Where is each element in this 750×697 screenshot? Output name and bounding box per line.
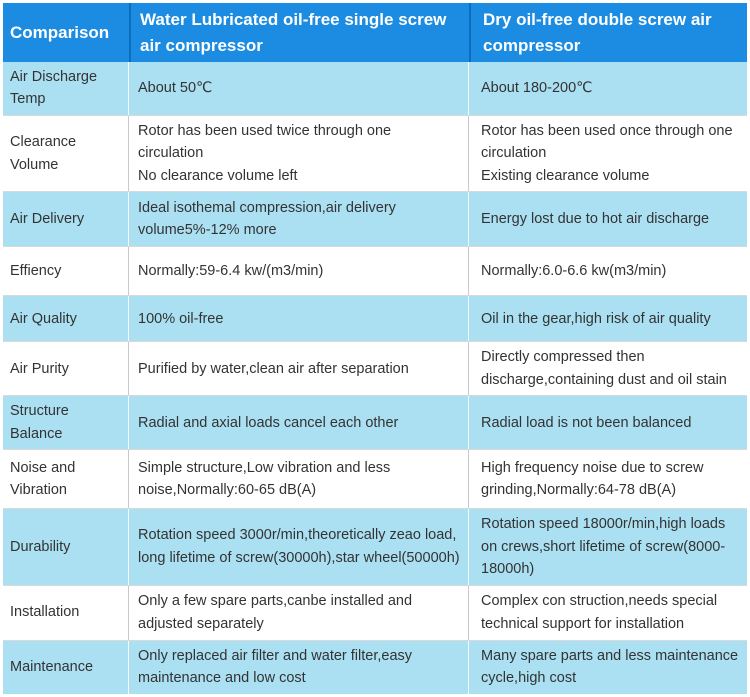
column-header-dry-oil-free: Dry oil-free double screw air compressor bbox=[469, 3, 747, 62]
table-row: Installation Only a few spare parts,canbe… bbox=[3, 584, 747, 641]
water-compressor-cell: Rotation speed 3000r/min,theoretically z… bbox=[129, 509, 469, 585]
table-row: Air Delivery Ideal isothemal compression,… bbox=[3, 192, 747, 247]
dry-compressor-cell: Normally:6.0-6.6 kw(m3/min) bbox=[469, 247, 747, 295]
cell-text: Normally:59-6.4 kw/(m3/min) bbox=[138, 263, 324, 280]
water-compressor-cell: Normally:59-6.4 kw/(m3/min) bbox=[129, 247, 469, 296]
cell-text: Rotor has been used twice through one ci… bbox=[138, 122, 392, 162]
feature-label: Clearance Volume bbox=[10, 134, 77, 173]
water-compressor-cell: Ideal isothemal compression,air delivery… bbox=[129, 192, 469, 247]
cell-text: About 180-200℃ bbox=[481, 80, 593, 97]
cell-text: High frequency noise due to screw grindi… bbox=[481, 459, 704, 499]
feature-label: Effiency bbox=[10, 263, 62, 280]
feature-label: Air Discharge Temp bbox=[10, 69, 98, 108]
column-header-water-lubricated: Water Lubricated oil-free single screw a… bbox=[129, 3, 469, 62]
dry-compressor-cell: Radial load is not been balanced bbox=[469, 396, 747, 449]
water-compressor-cell: Rotor has been used twice through one ci… bbox=[129, 115, 469, 192]
cell-text: Existing clearance volume bbox=[481, 167, 650, 184]
cell-text: Simple structure,Low vibration and less … bbox=[138, 459, 391, 499]
feature-cell: Structure Balance bbox=[3, 396, 129, 450]
table-row: Clearance Volume Rotor has been used twic… bbox=[3, 114, 747, 193]
cell-text: Rotation speed 18000r/min,high loads on … bbox=[481, 516, 726, 578]
table-row: Air Purity Purified by water,clean air af… bbox=[3, 341, 747, 397]
comparison-table: Comparison Water Lubricated oil-free sin… bbox=[3, 3, 747, 694]
dry-compressor-cell: Energy lost due to hot air discharge bbox=[469, 192, 747, 246]
feature-cell: Effiency bbox=[3, 247, 129, 296]
table-body: Air Discharge Temp About 50℃ About 180-200… bbox=[3, 62, 747, 694]
cell-text: Normally:6.0-6.6 kw(m3/min) bbox=[481, 263, 667, 280]
water-compressor-cell: Radial and axial loads cancel each other bbox=[129, 396, 469, 450]
dry-compressor-cell: Directly compressed then discharge,conta… bbox=[469, 342, 747, 395]
feature-cell: Air Discharge Temp bbox=[3, 62, 129, 115]
water-compressor-cell: Purified by water,clean air after separa… bbox=[129, 342, 469, 396]
cell-text: Only a few spare parts,canbe installed a… bbox=[138, 593, 413, 632]
dry-compressor-cell: About 180-200℃ bbox=[469, 62, 747, 115]
cell-text: 100% oil-free bbox=[138, 310, 224, 327]
table-row: Effiency Normally:59-6.4 kw/(m3/min) Norma… bbox=[3, 246, 747, 297]
feature-cell: Air Quality bbox=[3, 296, 129, 342]
cell-text: Directly compressed then discharge,conta… bbox=[481, 349, 727, 388]
cell-text: Oil in the gear,high risk of air quality bbox=[481, 310, 711, 327]
feature-label: Air Delivery bbox=[10, 211, 85, 228]
dry-compressor-cell: Oil in the gear,high risk of air quality bbox=[469, 296, 747, 341]
cell-text: Energy lost due to hot air discharge bbox=[481, 211, 710, 228]
feature-cell: Air Purity bbox=[3, 342, 129, 396]
cell-text: Rotor has been used once through one cir… bbox=[481, 122, 733, 162]
feature-label: Installation bbox=[10, 604, 80, 621]
feature-label: Maintenance bbox=[10, 658, 94, 675]
water-compressor-cell: 100% oil-free bbox=[129, 296, 469, 342]
cell-text: Only replaced air filter and water filte… bbox=[138, 647, 413, 687]
feature-cell: Durability bbox=[3, 509, 129, 585]
feature-cell: Installation bbox=[3, 585, 129, 640]
cell-text: No clearance volume left bbox=[138, 167, 298, 184]
cell-text: Radial and axial loads cancel each other bbox=[138, 414, 399, 431]
table-row: Maintenance Only replaced air filter and … bbox=[3, 640, 747, 694]
feature-cell: Noise and Vibration bbox=[3, 450, 129, 509]
cell-text: Ideal isothemal compression,air delivery… bbox=[138, 199, 396, 239]
cell-text: Radial load is not been balanced bbox=[481, 414, 692, 431]
dry-compressor-cell: Many spare parts and less maintenance cy… bbox=[469, 641, 747, 694]
feature-cell: Clearance Volume bbox=[3, 115, 129, 192]
feature-label: Durability bbox=[10, 538, 71, 555]
feature-cell: Air Delivery bbox=[3, 192, 129, 247]
water-compressor-cell: Only a few spare parts,canbe installed a… bbox=[129, 585, 469, 640]
water-compressor-cell: Simple structure,Low vibration and less … bbox=[129, 450, 469, 509]
dry-compressor-cell: Complex con struction,needs special tech… bbox=[469, 586, 747, 640]
cell-text: Purified by water,clean air after separa… bbox=[138, 360, 409, 377]
cell-text: About 50℃ bbox=[138, 80, 213, 97]
table-row: Air Discharge Temp About 50℃ About 180-200… bbox=[3, 62, 747, 115]
table-row: Durability Rotation speed 3000r/min,theor… bbox=[3, 509, 747, 585]
cell-text: Many spare parts and less maintenance cy… bbox=[481, 647, 739, 687]
column-header-comparison: Comparison bbox=[10, 22, 110, 42]
table-row: Structure Balance Radial and axial loads … bbox=[3, 396, 747, 450]
feature-label: Noise and Vibration bbox=[10, 459, 76, 499]
cell-text: Complex con struction,needs special tech… bbox=[481, 593, 718, 632]
table-header-row: Comparison Water Lubricated oil-free sin… bbox=[3, 3, 747, 62]
feature-label: Air Quality bbox=[10, 310, 77, 327]
feature-label: Structure Balance bbox=[10, 403, 69, 442]
dry-compressor-cell: Rotor has been used once through one cir… bbox=[469, 116, 747, 191]
cell-text: Rotation speed 3000r/min,theoretically z… bbox=[138, 527, 460, 566]
feature-label: Air Purity bbox=[10, 360, 69, 377]
feature-cell: Maintenance bbox=[3, 640, 129, 694]
dry-compressor-cell: High frequency noise due to screw grindi… bbox=[469, 450, 747, 508]
dry-compressor-cell: Rotation speed 18000r/min,high loads on … bbox=[469, 509, 747, 584]
water-compressor-cell: Only replaced air filter and water filte… bbox=[129, 640, 469, 694]
water-compressor-cell: About 50℃ bbox=[129, 62, 469, 115]
table-row: Air Quality 100% oil-free Oil in the gear,… bbox=[3, 296, 747, 342]
table-row: Noise and Vibration Simple structure,Low … bbox=[3, 449, 747, 510]
